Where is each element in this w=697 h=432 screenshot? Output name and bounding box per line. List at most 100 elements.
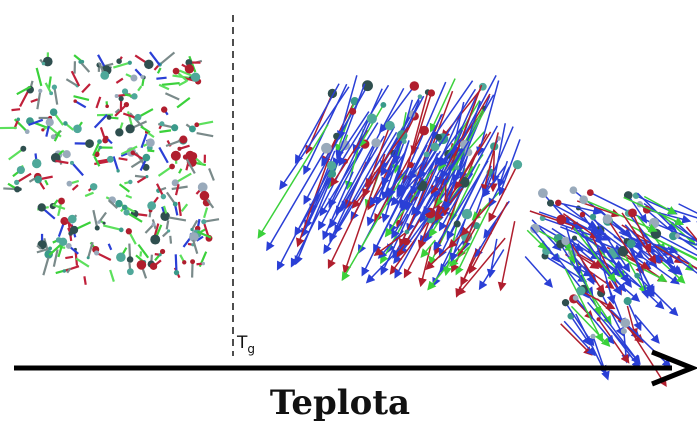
atom [63,121,68,126]
bond [74,100,87,109]
displacement-arrow [455,201,493,276]
bond [158,146,169,164]
atom [380,102,387,108]
atom [97,139,102,144]
displacement-arrow [655,233,697,257]
atom [617,246,629,257]
bond [147,149,155,153]
displacement-arrow [626,300,642,332]
atom [158,253,162,257]
bond [139,251,143,257]
bond [35,67,43,87]
atom [402,237,411,246]
displacement-arrow [622,250,647,295]
bond [188,55,197,73]
bond [178,80,187,87]
atom [169,163,175,170]
bond [125,194,133,199]
atom [20,145,27,152]
displacement-arrow [488,164,519,223]
atom [118,96,124,102]
displacement-arrow [334,126,396,235]
atom [16,117,21,122]
displacement-arrow [455,248,478,298]
bond [159,129,172,134]
atom [60,217,69,226]
bond [47,76,52,89]
bond [66,267,72,274]
displacement-arrow [575,313,607,375]
displacement-arrow [396,81,447,194]
atom [579,211,586,218]
atom [73,99,77,103]
displacement-arrow [335,87,405,216]
displacement-arrow [558,202,603,216]
displacement-arrow [657,243,697,274]
displacement-arrow [570,305,611,347]
displacement-arrow [482,126,514,198]
atom [159,121,165,127]
atom [556,214,567,225]
atom [597,289,606,298]
bond [180,203,189,212]
atom [51,84,58,90]
displacement-arrow [394,212,431,279]
bond [16,172,32,184]
bond [79,61,91,73]
atom [674,233,680,239]
atom [185,59,193,66]
displacement-arrow [396,219,421,258]
atom [177,146,182,151]
atom [151,222,156,227]
atom [201,219,207,225]
displacement-arrow [678,203,697,214]
displacement-arrow [458,152,470,181]
displacement-arrow [375,135,403,206]
bond [109,269,115,282]
displacement-arrow [636,237,679,254]
atom [620,328,627,335]
bond [93,155,101,167]
bond [107,199,118,210]
atom [67,214,77,224]
bond [162,205,168,214]
bond [42,257,50,276]
displacement-arrow [440,130,464,180]
displacement-arrow [317,143,366,231]
atom [561,298,570,307]
displacement-arrow [481,165,507,198]
atom [626,239,636,249]
atom [104,135,109,141]
tg-main: T [236,333,248,353]
atom [435,133,442,141]
bond [196,120,214,126]
atom [366,113,377,124]
displacement-arrow [567,238,605,294]
atom [423,151,430,158]
bond [137,85,143,92]
atom [182,154,189,160]
displacement-arrow [257,124,329,239]
atom [125,228,132,235]
displacement-arrow [627,212,677,275]
bond [127,111,134,128]
displacement-arrow [374,130,425,223]
displacement-arrow [429,78,456,133]
displacement-arrow [449,246,470,267]
atom [572,295,579,301]
atom [127,60,132,65]
bond [178,168,183,174]
displacement-arrow [384,164,412,197]
bond [71,162,84,177]
displacement-arrow [381,141,405,201]
atom [512,159,523,170]
atom [371,138,381,148]
displacement-arrow [678,232,697,243]
displacement-arrow [361,144,428,277]
displacement-arrow [400,113,444,195]
bond [36,247,51,254]
displacement-arrow [338,84,390,167]
bond [159,51,176,66]
atom [69,160,74,165]
